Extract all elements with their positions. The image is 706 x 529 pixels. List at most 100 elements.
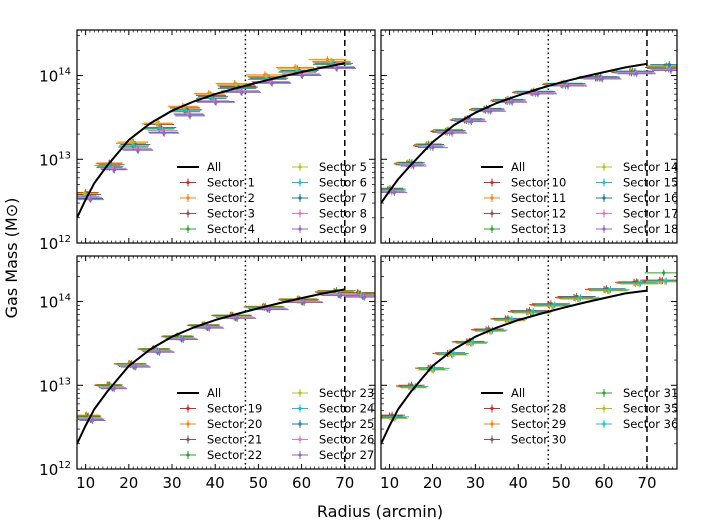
legend-label: Sector 2 xyxy=(207,191,255,205)
legend-entry-sector-35: Sector 35 xyxy=(596,402,678,416)
legend-marker-dot xyxy=(602,180,606,185)
data-point xyxy=(635,72,639,76)
legend-label: Sector 3 xyxy=(207,207,255,221)
data-point xyxy=(667,63,671,67)
data-point xyxy=(294,67,298,71)
legend-marker-dot xyxy=(602,406,606,411)
legend-label: All xyxy=(511,386,525,400)
legend-marker-dot xyxy=(490,180,494,185)
legend-entry-sector-5: Sector 5 xyxy=(292,160,367,174)
data-point xyxy=(134,365,138,369)
legend-marker-dot xyxy=(186,437,190,442)
series-sector-27 xyxy=(79,292,375,424)
data-point xyxy=(268,308,272,312)
x-tick-label: 60 xyxy=(292,474,311,492)
legend-marker-dot xyxy=(602,196,606,200)
y-tick-label: 1014 xyxy=(39,293,71,312)
series-sector-10 xyxy=(381,63,677,194)
legend-marker-dot xyxy=(490,227,494,231)
legend-marker-dot xyxy=(490,422,494,426)
legend-label: Sector 29 xyxy=(511,417,566,431)
legend-label: Sector 17 xyxy=(623,207,678,221)
data-point xyxy=(181,337,185,342)
x-tick-label: 10 xyxy=(380,474,399,492)
legend-entry-sector-31: Sector 31 xyxy=(596,386,678,400)
data-point xyxy=(339,293,343,298)
data-point xyxy=(210,96,214,100)
x-axis-label: Radius (arcmin) xyxy=(317,502,443,521)
data-point xyxy=(156,121,160,125)
legend-marker-dot xyxy=(186,453,190,457)
x-tick-label: 60 xyxy=(595,474,614,492)
y-tick-label: 1014 xyxy=(39,67,71,86)
legend-marker-dot xyxy=(490,406,494,411)
data-point xyxy=(431,145,435,150)
legend-label: All xyxy=(511,160,525,174)
x-tick-label: 10 xyxy=(76,474,95,492)
model-curve-all xyxy=(381,289,648,445)
legend-entry-sector-2: Sector 2 xyxy=(180,191,255,205)
legend-label: Sector 27 xyxy=(319,448,374,462)
legend-entry-sector-6: Sector 6 xyxy=(292,176,367,190)
x-tick-label: 40 xyxy=(206,474,225,492)
data-point xyxy=(188,114,192,118)
data-point xyxy=(300,73,305,78)
legend-marker-dot xyxy=(186,211,190,216)
legend-marker-dot xyxy=(298,453,302,457)
legend-marker-dot xyxy=(298,165,302,169)
legend-marker-dot xyxy=(602,211,606,216)
legend-marker-dot xyxy=(186,406,190,411)
legend-entry-all: All xyxy=(177,160,221,174)
data-point xyxy=(469,119,474,124)
panel-frame xyxy=(76,255,376,470)
legend-entry-sector-26: Sector 26 xyxy=(292,433,374,447)
legend-marker-dot xyxy=(298,196,302,200)
series-sector-5 xyxy=(77,57,350,198)
data-point xyxy=(130,140,134,144)
legend-label: Sector 4 xyxy=(207,222,255,236)
legend-entry-all: All xyxy=(177,386,221,400)
plot-area xyxy=(381,30,677,243)
legend-marker-dot xyxy=(186,422,190,426)
data-point xyxy=(489,109,493,113)
legend-label: Sector 28 xyxy=(511,402,566,416)
data-point xyxy=(566,84,570,88)
legend-marker-dot xyxy=(186,227,190,231)
legend-marker-dot xyxy=(186,196,190,200)
data-point xyxy=(363,295,367,299)
data-point xyxy=(578,296,583,300)
data-point xyxy=(240,90,244,94)
legend-marker-dot xyxy=(298,391,302,395)
x-tick-label: 50 xyxy=(552,474,571,492)
data-point xyxy=(536,92,540,96)
data-point xyxy=(412,164,416,168)
x-tick-label: 40 xyxy=(509,474,528,492)
legend-label: Sector 31 xyxy=(623,386,678,400)
legend-label: Sector 19 xyxy=(207,402,262,416)
legend-entry-sector-12: Sector 12 xyxy=(484,207,566,221)
data-point xyxy=(608,287,613,292)
legend-marker-dot xyxy=(490,211,494,216)
legend-marker-dot xyxy=(298,437,302,442)
legend-entry-sector-8: Sector 8 xyxy=(292,207,367,221)
legend-label: Sector 5 xyxy=(319,160,367,174)
data-point xyxy=(531,310,535,314)
legend-entry-sector-7: Sector 7 xyxy=(292,191,367,205)
y-tick-label: 1013 xyxy=(39,150,71,169)
data-point xyxy=(329,59,333,63)
plot-area xyxy=(77,256,375,469)
data-point xyxy=(108,164,112,169)
legend-entry-sector-25: Sector 25 xyxy=(292,417,374,431)
panel-frame xyxy=(76,29,376,244)
legend-entry-sector-20: Sector 20 xyxy=(180,417,262,431)
legend-label: Sector 25 xyxy=(319,417,374,431)
x-tick-label: 30 xyxy=(162,474,181,492)
data-point xyxy=(89,197,93,202)
legend-label: Sector 24 xyxy=(319,402,374,416)
legend-label: Sector 8 xyxy=(319,207,367,221)
data-point xyxy=(433,366,437,371)
data-point xyxy=(452,351,456,356)
data-point xyxy=(90,418,95,423)
